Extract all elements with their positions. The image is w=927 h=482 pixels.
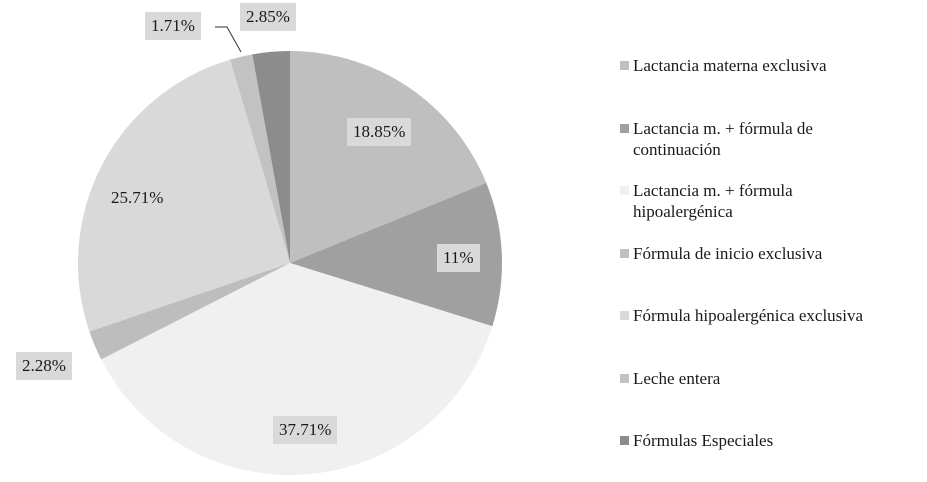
legend-item: Fórmulas Especiales (620, 430, 927, 451)
pie-slice (290, 51, 487, 263)
legend-label: Leche entera (633, 369, 721, 388)
data-label: 25.71% (105, 184, 170, 212)
legend-swatch-icon (620, 374, 629, 383)
pie-slice (252, 51, 290, 263)
legend-item: Lactancia materna exclusiva (620, 55, 927, 76)
legend-item: Fórmula hipoalergénica exclusiva (620, 305, 927, 326)
legend-label: Lactancia materna exclusiva (633, 56, 827, 75)
pie-svg (77, 26, 502, 475)
pie-chart: 18.85% 11% 37.71% 2.28% 25.71% 1.71% 2.85% (16, 3, 502, 475)
legend-item: Leche entera (620, 368, 927, 389)
legend-swatch-icon (620, 311, 629, 320)
legend-label: Lactancia m. + fórmula de continuación (633, 119, 813, 159)
pie-slice (290, 182, 502, 327)
legend-swatch-icon (620, 186, 629, 195)
data-label: 2.85% (240, 3, 296, 31)
legend-label: Fórmula hipoalergénica exclusiva (633, 306, 864, 325)
pie-slice (230, 54, 290, 263)
legend-swatch-icon (620, 436, 629, 445)
data-label: 18.85% (347, 118, 412, 146)
legend-label: Fórmula de inicio exclusiva (633, 244, 823, 263)
leader-line (215, 26, 242, 53)
data-label: 1.71% (145, 12, 201, 40)
legend-label: Fórmulas Especiales (633, 431, 774, 450)
legend-item: Fórmula de inicio exclusiva (620, 243, 927, 264)
pie-slice (101, 263, 493, 475)
pie-slice (77, 59, 290, 332)
data-label: 11% (437, 244, 480, 272)
legend-swatch-icon (620, 61, 629, 70)
data-label: 37.71% (273, 416, 338, 444)
legend-item: Lactancia m. + fórmula de continuación (620, 118, 883, 160)
legend-swatch-icon (620, 249, 629, 258)
legend-label: Lactancia m. + fórmula hipoalergénica (633, 181, 793, 221)
legend-swatch-icon (620, 124, 629, 133)
legend-item: Lactancia m. + fórmula hipoalergénica (620, 180, 833, 222)
data-label: 2.28% (16, 352, 72, 380)
legend: Lactancia materna exclusiva Lactancia m.… (620, 0, 927, 477)
pie-slice (89, 263, 290, 360)
